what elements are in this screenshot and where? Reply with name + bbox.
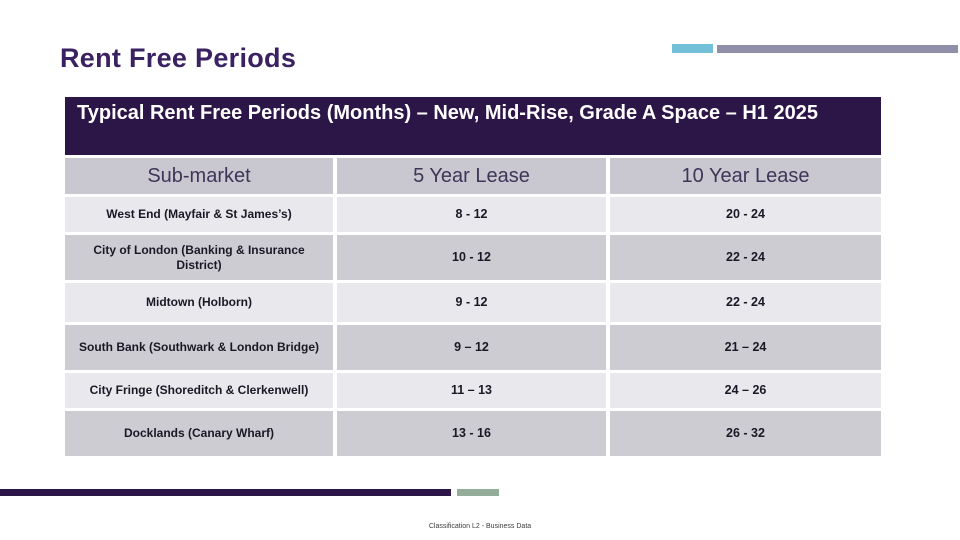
accent-bar-gray [717, 45, 958, 53]
table-row: Docklands (Canary Wharf) 13 - 16 26 - 32 [65, 409, 881, 456]
table-row: City Fringe (Shoreditch & Clerkenwell) 1… [65, 371, 881, 410]
table-row: West End (Mayfair & St James’s) 8 - 12 2… [65, 195, 881, 234]
page-title: Rent Free Periods [60, 43, 297, 73]
table-row: City of London (Banking & Insurance Dist… [65, 233, 881, 282]
table-row: Midtown (Holborn) 9 - 12 22 - 24 [65, 281, 881, 324]
cell-10yr: 22 - 24 [606, 233, 881, 282]
accent-bar-blue [672, 44, 713, 53]
column-header-10-year-lease: 10 Year Lease [606, 158, 881, 196]
data-table: Sub-market 5 Year Lease 10 Year Lease We… [65, 158, 881, 456]
cell-5yr: 9 - 12 [333, 281, 608, 324]
table-row: South Bank (Southwark & London Bridge) 9… [65, 323, 881, 372]
rent-free-periods-table: Typical Rent Free Periods (Months) – New… [65, 97, 881, 456]
footer-bar-green [457, 489, 499, 496]
column-header-submarket: Sub-market [65, 158, 335, 196]
classification-footer: Classification L2 - Business Data [428, 523, 532, 530]
cell-5yr: 10 - 12 [333, 233, 608, 282]
cell-10yr: 20 - 24 [606, 195, 881, 234]
cell-submarket: South Bank (Southwark & London Bridge) [65, 323, 335, 372]
column-header-5-year-lease: 5 Year Lease [333, 158, 608, 196]
cell-10yr: 26 - 32 [606, 409, 881, 456]
cell-5yr: 9 – 12 [333, 323, 608, 372]
footer-bar-purple [0, 489, 451, 496]
cell-submarket: West End (Mayfair & St James’s) [65, 195, 335, 234]
cell-10yr: 21 – 24 [606, 323, 881, 372]
cell-5yr: 11 – 13 [333, 371, 608, 410]
table-caption: Typical Rent Free Periods (Months) – New… [65, 97, 881, 155]
cell-5yr: 8 - 12 [333, 195, 608, 234]
cell-submarket: City Fringe (Shoreditch & Clerkenwell) [65, 371, 335, 410]
cell-submarket: City of London (Banking & Insurance Dist… [65, 233, 335, 282]
cell-10yr: 22 - 24 [606, 281, 881, 324]
cell-submarket: Docklands (Canary Wharf) [65, 409, 335, 456]
cell-submarket: Midtown (Holborn) [65, 281, 335, 324]
cell-5yr: 13 - 16 [333, 409, 608, 456]
table-header-row: Sub-market 5 Year Lease 10 Year Lease [65, 158, 881, 196]
cell-10yr: 24 – 26 [606, 371, 881, 410]
